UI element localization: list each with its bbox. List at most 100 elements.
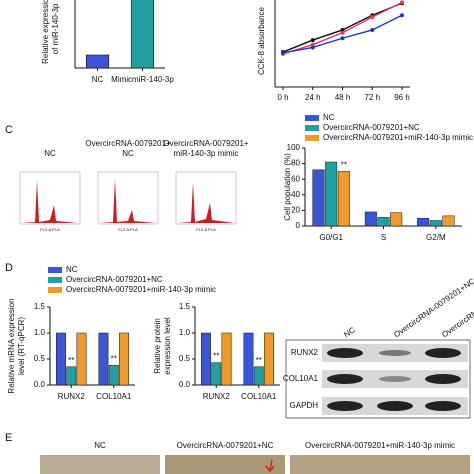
blot-row-label: RUNX2 (291, 348, 319, 357)
bar (56, 332, 66, 386)
y-tick-label: 20 (291, 206, 300, 215)
point (310, 42, 315, 47)
x-tick-label: 72 h (364, 93, 380, 102)
x-tick-label: NC (92, 75, 104, 84)
flow-histogram (178, 182, 234, 223)
y-axis-label: expression level (163, 317, 172, 375)
bar (442, 215, 455, 227)
y-tick-label: 0.5 (34, 354, 46, 363)
bar (130, 0, 155, 69)
y-tick-label: 0.5 (179, 354, 191, 363)
flow-title: miR-140-3p mimic (174, 149, 239, 158)
y-tick-label: 1.5 (179, 302, 191, 311)
x-tick-label: S (381, 233, 386, 242)
y-tick-label: 0 (296, 221, 301, 230)
point (370, 27, 375, 32)
legend-swatch (305, 135, 319, 141)
y-tick-label: 80 (291, 159, 300, 168)
y-tick-label: 60 (291, 174, 300, 183)
legend-label: NC (66, 265, 78, 274)
x-tick-label: COL10A1 (241, 392, 277, 401)
point (340, 36, 345, 41)
legend-label: OvercircRNA-0079201+miR-140-3p mimic (323, 133, 473, 142)
point (340, 27, 345, 32)
legend-label: OvercircRNA-0079201+NC (66, 275, 163, 284)
flow-title: OvercircRNA-0079201+ (85, 139, 170, 148)
annotation: ** (68, 356, 74, 365)
lane-label: OvercircRNA-0079201+NC (392, 276, 474, 339)
bar (337, 171, 350, 227)
x-tick-label: G0/G1 (319, 233, 343, 242)
x-tick-label: 96 h (394, 93, 410, 102)
bar (390, 212, 403, 227)
flow-frame (97, 171, 159, 225)
bar (108, 364, 119, 386)
flow-axis-label: FL2-A PI-A (40, 227, 60, 232)
micro-title: OvercircRNA-0079201+miR-140-3p mimic (305, 441, 455, 450)
x-tick-label: 24 h (305, 93, 321, 102)
point (400, 13, 404, 18)
y-tick-label: 0.0 (179, 380, 191, 389)
panel-label: C (5, 124, 13, 136)
bar (66, 366, 77, 386)
western-blot (285, 339, 471, 419)
flow-axis-label: FL2-A PI-A (196, 227, 216, 232)
point (281, 50, 285, 55)
point (370, 15, 375, 20)
y-tick-label: 40 (291, 190, 300, 199)
y-tick-label: 1.0 (34, 328, 46, 337)
bar (312, 169, 325, 227)
x-tick-label: RUNX2 (203, 392, 231, 401)
flow-plots (19, 171, 237, 225)
y-axis-label: of miR-140-3p (51, 3, 60, 54)
bar (201, 332, 211, 386)
blot-row-label: COL10A1 (283, 374, 319, 383)
flow-histogram (100, 178, 156, 223)
annotation: ** (213, 352, 219, 361)
bar (417, 217, 430, 227)
flow-frame (175, 171, 237, 225)
band (425, 401, 461, 411)
micrograph (40, 455, 160, 474)
legend-swatch (48, 267, 62, 273)
micrograph (290, 455, 470, 474)
y-axis-label: Relative expression (41, 0, 50, 64)
point (340, 30, 345, 35)
lane-label: NC (342, 325, 357, 339)
legend-swatch (305, 115, 319, 121)
x-tick-label: RUNX2 (58, 392, 86, 401)
bar (98, 332, 109, 386)
panel-label: E (5, 432, 12, 444)
band (377, 401, 413, 411)
point (400, 0, 404, 5)
bar (377, 217, 390, 227)
bar (85, 54, 110, 69)
band (327, 401, 363, 411)
flow-histogram (22, 180, 78, 223)
annotation: ** (341, 161, 347, 170)
band (379, 376, 411, 382)
micrographs (40, 455, 470, 474)
bar (211, 362, 222, 386)
x-tick-label: G2/M (426, 233, 446, 242)
bar (119, 332, 129, 386)
legend-label: OvercircRNA-0079201+miR-140-3p mimic (66, 285, 216, 294)
bar (264, 332, 274, 386)
band (327, 348, 363, 358)
y-tick-label: 0.0 (34, 380, 46, 389)
bar (253, 366, 264, 386)
flow-title: OvercircRNA-0079201+ (163, 139, 248, 148)
y-axis-label: level (RT-qPCR) (17, 317, 26, 375)
band (379, 350, 411, 356)
x-tick-label: COL10A1 (96, 392, 132, 401)
bar (76, 332, 87, 386)
legend-swatch (48, 277, 62, 283)
x-tick-label: 0 h (277, 93, 288, 102)
flow-title: NC (44, 149, 56, 158)
flow-title: NC (122, 149, 134, 158)
y-tick-label: 1.0 (179, 328, 191, 337)
x-tick-label: MimicmiR-140-3p (111, 75, 174, 84)
flow-axis-label: FL2-A PI-A (118, 227, 138, 232)
bar (364, 211, 377, 227)
